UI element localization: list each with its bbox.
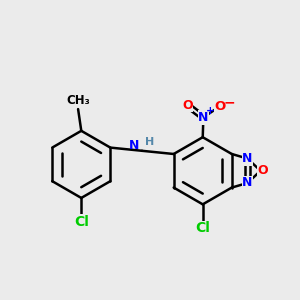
Text: Cl: Cl <box>74 215 89 229</box>
Text: O: O <box>257 164 268 177</box>
Text: N: N <box>128 139 139 152</box>
Text: Cl: Cl <box>195 221 210 235</box>
Text: H: H <box>145 137 154 147</box>
Text: N: N <box>242 176 253 190</box>
Text: N: N <box>198 111 208 124</box>
Text: CH₃: CH₃ <box>66 94 90 107</box>
Text: N: N <box>242 152 253 165</box>
Text: O: O <box>182 99 193 112</box>
Text: +: + <box>206 106 214 116</box>
Text: −: − <box>223 95 235 110</box>
Text: O: O <box>214 100 226 113</box>
